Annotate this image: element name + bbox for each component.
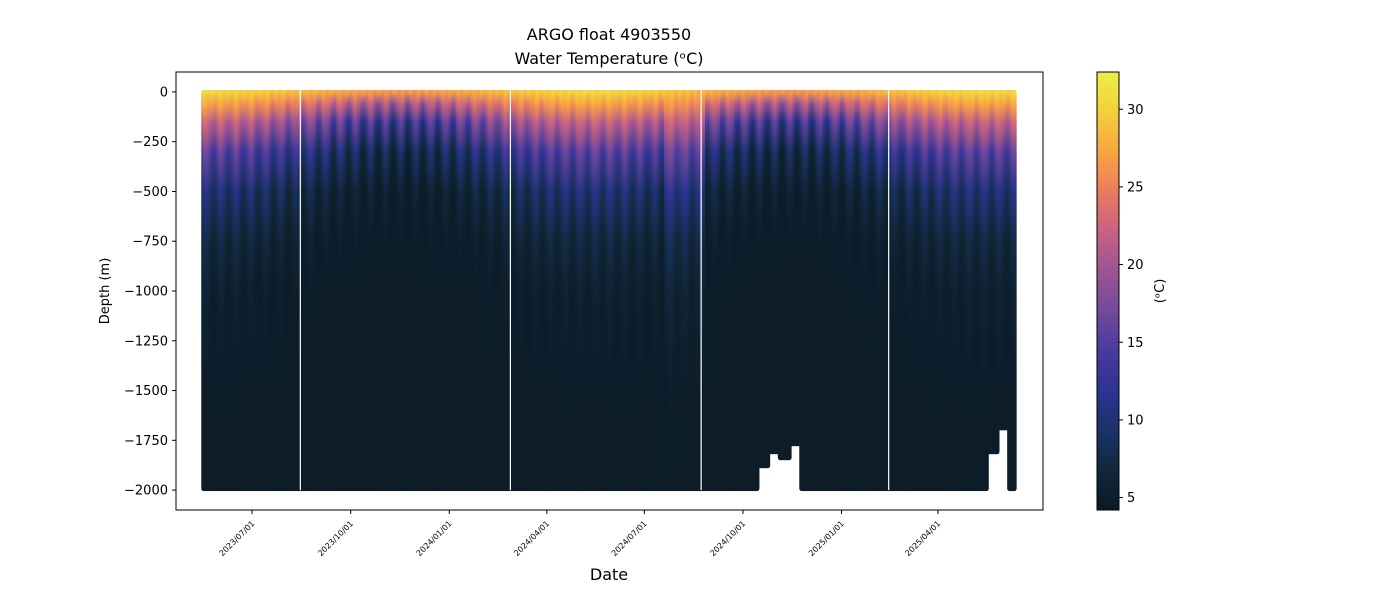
- colorbar-frame: [1096, 71, 1120, 511]
- colorbar-tick-label: 25: [1127, 180, 1144, 195]
- x-tick-label: 2023/10/01: [316, 519, 355, 558]
- colorbar-tick-label: 10: [1127, 413, 1144, 428]
- profile-gaps: [299, 87, 890, 491]
- y-tick-label: −2000: [124, 484, 168, 499]
- x-tick-label: 2025/01/01: [807, 519, 846, 558]
- colorbar-tick-label: 15: [1127, 336, 1144, 351]
- colorbar-tick-label: 20: [1127, 258, 1144, 273]
- x-axis-label: Date: [590, 565, 628, 584]
- y-tick-label: −1000: [124, 285, 168, 300]
- profile-columns: [201, 89, 1017, 492]
- colorbar-tick-label: 5: [1127, 491, 1135, 506]
- profile-column: [1011, 89, 1017, 492]
- colorbar-ticks: 5 10 15 20 25 30: [1119, 103, 1144, 506]
- x-tick-label: 2025/04/01: [903, 519, 942, 558]
- y-tick-label: −1250: [124, 334, 168, 349]
- colorbar: 5 10 15 20 25 30 (ᵒC): [1096, 71, 1168, 511]
- x-tick-label: 2024/07/01: [610, 519, 649, 558]
- y-tick-label: −500: [132, 185, 168, 200]
- y-tick-label: −250: [132, 135, 168, 150]
- y-tick-label: −1750: [124, 434, 168, 449]
- y-tick-label: −750: [132, 235, 168, 250]
- plot-area: [175, 71, 1044, 511]
- y-tick-label: −1500: [124, 384, 168, 399]
- x-tick-label: 2024/04/01: [512, 519, 551, 558]
- y-axis-label: Depth (m): [98, 258, 113, 325]
- colorbar-tick-label: 30: [1127, 103, 1144, 118]
- y-tick-label: 0: [160, 85, 168, 100]
- colorbar-gradient: [1097, 72, 1119, 510]
- colorbar-label: (ᵒC): [1153, 279, 1168, 304]
- x-tick-label: 2023/07/01: [218, 519, 257, 558]
- chart-title: ARGO float 4903550: [527, 25, 691, 44]
- y-axis: 0 −250 −500 −750 −1000 −1250 −1500 −1750 −2000: [124, 85, 176, 499]
- x-axis: 2023/07/01 2023/10/01 2024/01/01 2024/04/01…: [218, 510, 942, 558]
- x-tick-label: 2024/10/01: [708, 519, 747, 558]
- chart-subtitle: Water Temperature (ᵒC): [514, 49, 703, 68]
- x-tick-label: 2024/01/01: [415, 519, 454, 558]
